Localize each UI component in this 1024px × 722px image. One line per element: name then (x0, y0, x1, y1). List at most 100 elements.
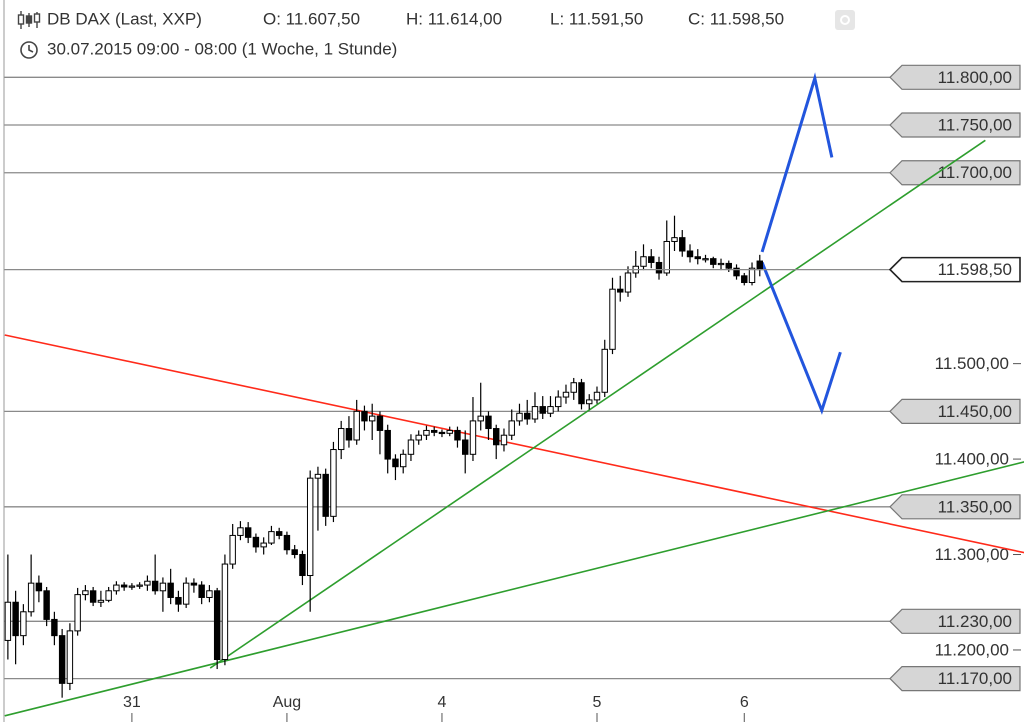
ohlc-open: O: 11.607,50 (263, 9, 360, 28)
candle-body (430, 429, 438, 433)
candle-body (43, 590, 50, 620)
candle-body (617, 288, 624, 293)
ohlc-high: H: 11.614,00 (406, 9, 502, 28)
candle-body (299, 554, 306, 577)
candle-body (586, 399, 593, 405)
candle-icon (17, 11, 41, 29)
candle-body (741, 275, 748, 284)
candle-body (415, 434, 422, 441)
candle-body (182, 582, 190, 605)
trendline (209, 139, 986, 669)
level-tag (889, 64, 1021, 90)
candle-body (694, 256, 701, 260)
candle-body (462, 439, 469, 455)
candle-body (136, 584, 143, 587)
candle-body (578, 382, 585, 405)
candle-body (237, 527, 244, 536)
level-tag (889, 665, 1021, 692)
clock-icon (20, 41, 38, 59)
candle-body (493, 428, 500, 446)
level-label: 11.800,00 (938, 68, 1012, 87)
trendline (760, 72, 834, 253)
candle-body (190, 582, 198, 586)
candle-body (345, 428, 353, 441)
candle-body (20, 611, 27, 637)
settings-icon[interactable] (840, 15, 850, 25)
candle-body (283, 534, 291, 551)
settings-button[interactable] (835, 10, 855, 30)
x-tick-label: 4 (438, 694, 447, 711)
candle-body (105, 590, 112, 601)
candle-body (601, 348, 608, 393)
level-label: 11.170,00 (938, 669, 1012, 688)
candle-body (35, 582, 43, 592)
candle-body (438, 431, 446, 435)
x-tick-label: 31 (123, 694, 141, 711)
candle-body (570, 382, 577, 393)
chart-title: DB DAX (Last, XXP) (47, 9, 202, 28)
trendline (760, 261, 842, 415)
ohlc-low: L: 11.591,50 (550, 9, 643, 28)
candle-body (485, 415, 492, 430)
candle-body (640, 256, 647, 267)
candle-body (167, 582, 174, 598)
candle-body (516, 412, 523, 422)
candle-body (717, 262, 725, 266)
candle-body (229, 534, 236, 565)
candle-body (144, 580, 151, 586)
y-tick-label: 11.300,00 (935, 545, 1009, 564)
level-label: 11.350,00 (938, 497, 1012, 516)
candle-body (151, 580, 159, 592)
candle-body (337, 428, 345, 451)
candle-body (268, 531, 275, 544)
candle-body (159, 582, 167, 592)
candle-body (593, 391, 601, 401)
candle-body (361, 410, 368, 422)
candle-body (407, 439, 415, 455)
candle-body (524, 412, 531, 420)
candle-body (27, 582, 35, 613)
chart-subtitle: 30.07.2015 09:00 - 08:00 (1 Woche, 1 Stu… (47, 39, 397, 58)
candle-body (702, 258, 709, 261)
candle-body (206, 590, 213, 598)
candle-body (477, 415, 484, 422)
candle-body (12, 601, 19, 637)
candle-body (66, 630, 74, 684)
candle-body (128, 585, 136, 588)
candle-body (539, 406, 546, 414)
candle-body (113, 584, 120, 592)
candle-body (710, 258, 717, 265)
candle-body (756, 260, 763, 271)
candle-body (322, 473, 329, 517)
candle-body (469, 420, 477, 455)
candle-body (384, 429, 391, 460)
y-tick-label: 11.200,00 (935, 640, 1009, 659)
candle-body (562, 391, 570, 398)
trendline (4, 461, 1024, 717)
candle-body (275, 531, 283, 536)
candle-body (221, 563, 229, 661)
candle-body (399, 453, 407, 468)
candle-body (213, 590, 221, 661)
candle-body (175, 596, 182, 605)
candle-body (4, 601, 12, 641)
candle-body (260, 542, 267, 548)
candle-body (624, 272, 632, 293)
last-price-label: 11.598,50 (938, 260, 1012, 279)
level-label: 11.700,00 (938, 163, 1012, 182)
level-tag (889, 608, 1021, 634)
level-tag (889, 398, 1021, 424)
candle-body (500, 434, 508, 446)
candle-body (314, 473, 322, 479)
level-label: 11.230,00 (938, 612, 1012, 631)
candle-body (733, 267, 740, 277)
candle-body (198, 584, 205, 598)
x-tick-label: 5 (593, 694, 602, 711)
candle-body (663, 240, 670, 274)
candle-body (330, 449, 337, 517)
header: DB DAX (Last, XXP) O: 11.607,50 H: 11.61… (17, 9, 855, 59)
level-tag (889, 112, 1021, 138)
settings-box[interactable] (835, 10, 855, 30)
candle-body (97, 599, 105, 603)
